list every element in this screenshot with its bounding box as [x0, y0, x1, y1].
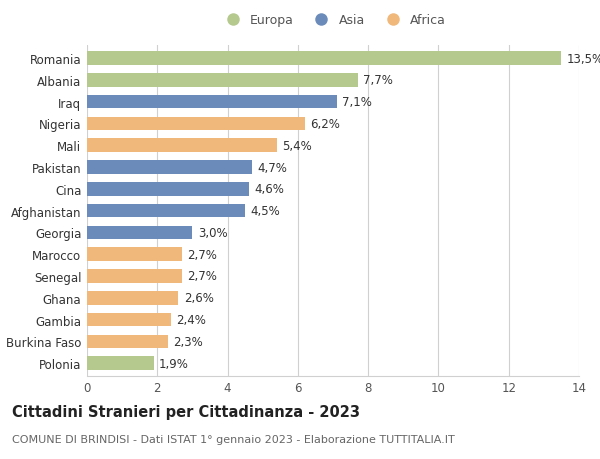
Text: COMUNE DI BRINDISI - Dati ISTAT 1° gennaio 2023 - Elaborazione TUTTITALIA.IT: COMUNE DI BRINDISI - Dati ISTAT 1° genna…	[12, 434, 455, 444]
Bar	[87, 74, 358, 87]
Legend: Europa, Asia, Africa: Europa, Asia, Africa	[215, 9, 451, 32]
Bar	[87, 357, 154, 370]
Text: 2,6%: 2,6%	[184, 291, 214, 305]
Bar	[87, 183, 248, 196]
Text: 2,7%: 2,7%	[187, 248, 217, 261]
Bar	[87, 118, 305, 131]
Text: 4,5%: 4,5%	[250, 205, 280, 218]
Bar	[87, 291, 178, 305]
Bar	[87, 204, 245, 218]
Bar	[87, 335, 168, 348]
Text: 13,5%: 13,5%	[566, 52, 600, 66]
Text: 6,2%: 6,2%	[310, 118, 340, 131]
Bar	[87, 52, 562, 66]
Text: 3,0%: 3,0%	[198, 226, 227, 239]
Bar	[87, 161, 252, 174]
Bar	[87, 226, 193, 240]
Text: 1,9%: 1,9%	[159, 357, 189, 370]
Text: 7,1%: 7,1%	[342, 96, 371, 109]
Text: 5,4%: 5,4%	[282, 140, 312, 152]
Text: 4,7%: 4,7%	[257, 161, 287, 174]
Bar	[87, 95, 337, 109]
Text: Cittadini Stranieri per Cittadinanza - 2023: Cittadini Stranieri per Cittadinanza - 2…	[12, 404, 360, 419]
Text: 4,6%: 4,6%	[254, 183, 284, 196]
Text: 7,7%: 7,7%	[363, 74, 393, 87]
Bar	[87, 269, 182, 283]
Text: 2,3%: 2,3%	[173, 335, 203, 348]
Bar	[87, 248, 182, 261]
Bar	[87, 313, 172, 327]
Text: 2,4%: 2,4%	[176, 313, 206, 326]
Text: 2,7%: 2,7%	[187, 270, 217, 283]
Bar	[87, 139, 277, 153]
